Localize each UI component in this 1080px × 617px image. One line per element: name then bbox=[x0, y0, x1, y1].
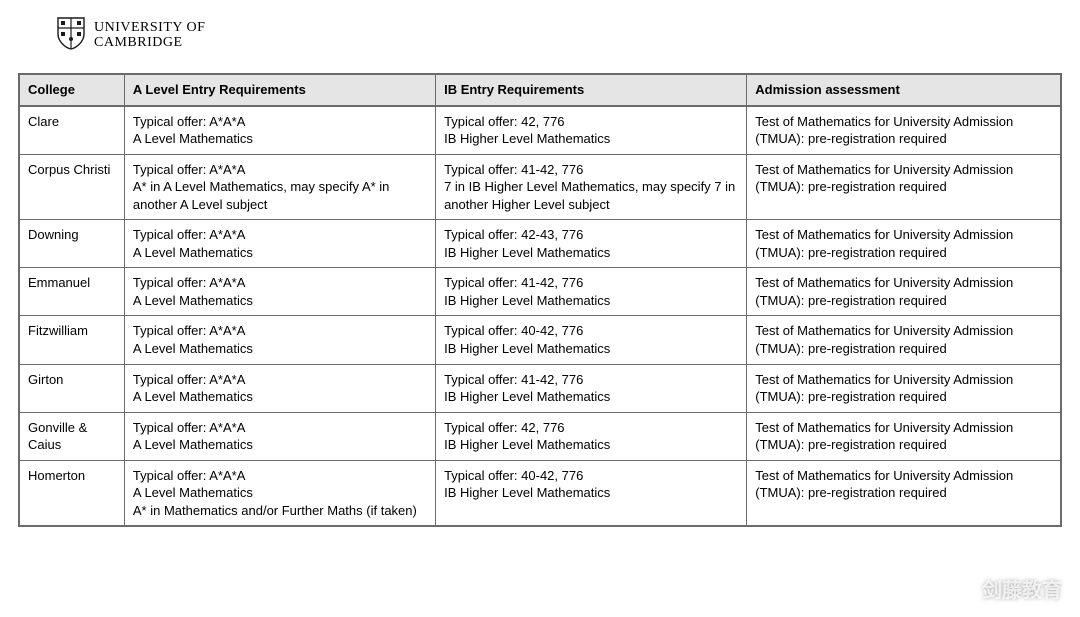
cell-line: IB Higher Level Mathematics bbox=[444, 130, 738, 148]
cell-college: Girton bbox=[19, 364, 124, 412]
cell-line: A* in A Level Mathematics, may specify A… bbox=[133, 178, 427, 213]
cell-assessment: Test of Mathematics for University Admis… bbox=[747, 460, 1061, 526]
cell-a-level: Typical offer: A*A*AA Level Mathematics bbox=[124, 364, 435, 412]
cell-line: A Level Mathematics bbox=[133, 292, 427, 310]
cell-line: A Level Mathematics bbox=[133, 244, 427, 262]
cell-a-level: Typical offer: A*A*AA Level Mathematics bbox=[124, 268, 435, 316]
cell-line: IB Higher Level Mathematics bbox=[444, 436, 738, 454]
watermark-text: 剑藤教育 bbox=[982, 574, 1062, 603]
col-header-a-level: A Level Entry Requirements bbox=[124, 74, 435, 106]
cell-line: IB Higher Level Mathematics bbox=[444, 388, 738, 406]
cell-line: A Level Mathematics bbox=[133, 130, 427, 148]
cell-a-level: Typical offer: A*A*AA Level Mathematics bbox=[124, 106, 435, 155]
cell-ib: Typical offer: 40-42, 776IB Higher Level… bbox=[436, 460, 747, 526]
requirements-table: College A Level Entry Requirements IB En… bbox=[18, 73, 1062, 527]
university-name: UNIVERSITY OF CAMBRIDGE bbox=[94, 21, 205, 50]
cell-a-level: Typical offer: A*A*AA Level Mathematics bbox=[124, 412, 435, 460]
cell-assessment: Test of Mathematics for University Admis… bbox=[747, 364, 1061, 412]
col-header-assessment: Admission assessment bbox=[747, 74, 1061, 106]
cell-line: Typical offer: A*A*A bbox=[133, 161, 427, 179]
cell-line: Typical offer: 41-42, 776 bbox=[444, 371, 738, 389]
cell-line: Typical offer: 40-42, 776 bbox=[444, 322, 738, 340]
table-row: Gonville & CaiusTypical offer: A*A*AA Le… bbox=[19, 412, 1061, 460]
cell-line: A* in Mathematics and/or Further Maths (… bbox=[133, 502, 427, 520]
cell-assessment: Test of Mathematics for University Admis… bbox=[747, 154, 1061, 220]
cell-line: Typical offer: A*A*A bbox=[133, 467, 427, 485]
cell-line: Test of Mathematics for University Admis… bbox=[755, 161, 1052, 196]
table-body: ClareTypical offer: A*A*AA Level Mathema… bbox=[19, 106, 1061, 527]
cell-line: Typical offer: 42, 776 bbox=[444, 419, 738, 437]
cell-line: Test of Mathematics for University Admis… bbox=[755, 226, 1052, 261]
cell-line: Test of Mathematics for University Admis… bbox=[755, 322, 1052, 357]
cell-ib: Typical offer: 40-42, 776IB Higher Level… bbox=[436, 316, 747, 364]
cell-college: Emmanuel bbox=[19, 268, 124, 316]
university-logo: UNIVERSITY OF CAMBRIDGE bbox=[56, 16, 1062, 55]
cell-line: A Level Mathematics bbox=[133, 340, 427, 358]
cell-line: Typical offer: 42, 776 bbox=[444, 113, 738, 131]
col-header-college: College bbox=[19, 74, 124, 106]
cell-ib: Typical offer: 41-42, 776IB Higher Level… bbox=[436, 268, 747, 316]
table-header-row: College A Level Entry Requirements IB En… bbox=[19, 74, 1061, 106]
cell-a-level: Typical offer: A*A*AA Level MathematicsA… bbox=[124, 460, 435, 526]
wechat-icon bbox=[954, 578, 976, 600]
cell-ib: Typical offer: 41-42, 776IB Higher Level… bbox=[436, 364, 747, 412]
watermark: 剑藤教育 bbox=[954, 574, 1062, 603]
cell-ib: Typical offer: 41-42, 7767 in IB Higher … bbox=[436, 154, 747, 220]
cell-line: A Level Mathematics bbox=[133, 388, 427, 406]
table-row: FitzwilliamTypical offer: A*A*AA Level M… bbox=[19, 316, 1061, 364]
table-row: GirtonTypical offer: A*A*AA Level Mathem… bbox=[19, 364, 1061, 412]
cell-line: Typical offer: A*A*A bbox=[133, 274, 427, 292]
cell-college: Downing bbox=[19, 220, 124, 268]
cell-assessment: Test of Mathematics for University Admis… bbox=[747, 412, 1061, 460]
cell-a-level: Typical offer: A*A*AA* in A Level Mathem… bbox=[124, 154, 435, 220]
table-row: ClareTypical offer: A*A*AA Level Mathema… bbox=[19, 106, 1061, 155]
cell-line: IB Higher Level Mathematics bbox=[444, 340, 738, 358]
cell-line: Typical offer: 41-42, 776 bbox=[444, 274, 738, 292]
cell-line: Typical offer: A*A*A bbox=[133, 226, 427, 244]
table-row: HomertonTypical offer: A*A*AA Level Math… bbox=[19, 460, 1061, 526]
cell-line: Typical offer: 42-43, 776 bbox=[444, 226, 738, 244]
cell-line: IB Higher Level Mathematics bbox=[444, 292, 738, 310]
cell-line: Typical offer: A*A*A bbox=[133, 419, 427, 437]
cell-line: Typical offer: A*A*A bbox=[133, 322, 427, 340]
cell-college: Fitzwilliam bbox=[19, 316, 124, 364]
cell-college: Corpus Christi bbox=[19, 154, 124, 220]
cell-assessment: Test of Mathematics for University Admis… bbox=[747, 316, 1061, 364]
cell-line: IB Higher Level Mathematics bbox=[444, 484, 738, 502]
cell-line: A Level Mathematics bbox=[133, 436, 427, 454]
cell-line: Test of Mathematics for University Admis… bbox=[755, 113, 1052, 148]
cell-college: Clare bbox=[19, 106, 124, 155]
cell-line: Typical offer: A*A*A bbox=[133, 371, 427, 389]
cell-line: Test of Mathematics for University Admis… bbox=[755, 274, 1052, 309]
cell-college: Homerton bbox=[19, 460, 124, 526]
cell-line: Test of Mathematics for University Admis… bbox=[755, 371, 1052, 406]
cell-line: Typical offer: A*A*A bbox=[133, 113, 427, 131]
cell-a-level: Typical offer: A*A*AA Level Mathematics bbox=[124, 316, 435, 364]
table-row: EmmanuelTypical offer: A*A*AA Level Math… bbox=[19, 268, 1061, 316]
cell-assessment: Test of Mathematics for University Admis… bbox=[747, 220, 1061, 268]
university-name-line1: UNIVERSITY OF bbox=[94, 21, 205, 36]
cell-college: Gonville & Caius bbox=[19, 412, 124, 460]
cell-line: Test of Mathematics for University Admis… bbox=[755, 467, 1052, 502]
cell-a-level: Typical offer: A*A*AA Level Mathematics bbox=[124, 220, 435, 268]
cell-ib: Typical offer: 42-43, 776IB Higher Level… bbox=[436, 220, 747, 268]
table-row: DowningTypical offer: A*A*AA Level Mathe… bbox=[19, 220, 1061, 268]
cell-line: Typical offer: 41-42, 776 bbox=[444, 161, 738, 179]
cell-line: Test of Mathematics for University Admis… bbox=[755, 419, 1052, 454]
cell-ib: Typical offer: 42, 776IB Higher Level Ma… bbox=[436, 106, 747, 155]
cell-line: A Level Mathematics bbox=[133, 484, 427, 502]
table-row: Corpus ChristiTypical offer: A*A*AA* in … bbox=[19, 154, 1061, 220]
cell-assessment: Test of Mathematics for University Admis… bbox=[747, 106, 1061, 155]
cell-assessment: Test of Mathematics for University Admis… bbox=[747, 268, 1061, 316]
cell-ib: Typical offer: 42, 776IB Higher Level Ma… bbox=[436, 412, 747, 460]
cell-line: IB Higher Level Mathematics bbox=[444, 244, 738, 262]
col-header-ib: IB Entry Requirements bbox=[436, 74, 747, 106]
shield-icon bbox=[56, 16, 86, 55]
university-name-line2: CAMBRIDGE bbox=[94, 36, 205, 51]
cell-line: Typical offer: 40-42, 776 bbox=[444, 467, 738, 485]
cell-line: 7 in IB Higher Level Mathematics, may sp… bbox=[444, 178, 738, 213]
